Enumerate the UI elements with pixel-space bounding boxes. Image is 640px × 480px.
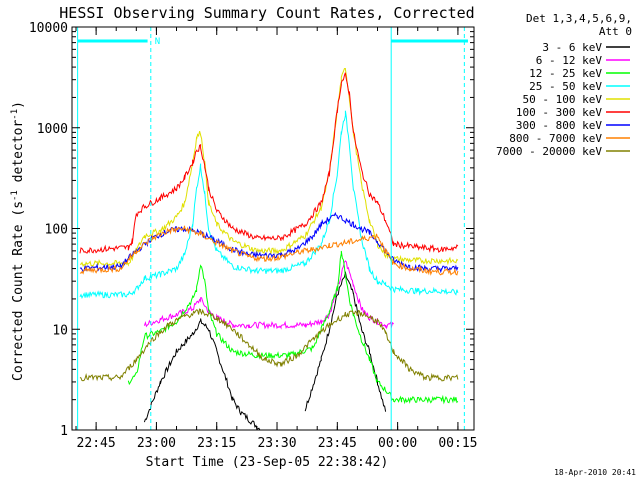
legend-entry: 3 - 6 keV xyxy=(542,41,630,54)
legend-label: 7000 - 20000 keV xyxy=(496,145,602,158)
chart-title: HESSI Observing Summary Count Rates, Cor… xyxy=(59,4,474,22)
x-tick-label: 23:00 xyxy=(137,436,176,451)
legend-entry: 50 - 100 keV xyxy=(523,93,630,106)
legend-label: 800 - 7000 keV xyxy=(509,132,602,145)
y-tick-label: 100 xyxy=(45,223,68,238)
series-1 xyxy=(143,271,387,431)
y-axis-label-sup-1: -1 xyxy=(10,190,20,201)
axes: 1 10 100 1000 10000 22:45 23:00 23:15 23:30 23:45… xyxy=(29,21,478,451)
x-tick-label: 22:45 xyxy=(77,436,116,451)
legend-label: 100 - 300 keV xyxy=(516,106,602,119)
legend-entry: 7000 - 20000 keV xyxy=(496,145,630,158)
series-4 xyxy=(79,110,459,299)
legend-entry: 100 - 300 keV xyxy=(516,106,630,119)
x-axis-label: Start Time (23-Sep-05 22:38:42) xyxy=(146,455,389,470)
footer-date: 18-Apr-2010 20:41 xyxy=(554,468,636,477)
y-tick-label: 1000 xyxy=(37,122,68,137)
series-7 xyxy=(79,211,459,274)
y-tick-label: 10000 xyxy=(29,21,68,36)
series-8 xyxy=(79,225,459,276)
series-3 xyxy=(127,250,459,405)
legend-label: 3 - 6 keV xyxy=(542,41,602,54)
series-2 xyxy=(143,259,394,330)
x-tick-label: 00:00 xyxy=(378,436,417,451)
series-line xyxy=(143,259,394,330)
series-layer xyxy=(79,67,459,431)
legend-entry: 300 - 800 keV xyxy=(516,119,630,132)
series-line xyxy=(79,225,459,276)
y-tick-label: 1 xyxy=(60,424,68,439)
y-axis-label-main: Corrected Count Rate (s xyxy=(11,201,26,381)
night-label: N xyxy=(155,37,160,47)
x-tick-label: 23:15 xyxy=(197,436,236,451)
legend-label: 6 - 12 keV xyxy=(536,54,603,67)
series-line xyxy=(127,250,459,405)
series-line xyxy=(79,308,459,382)
y-axis-label-mid: detector xyxy=(11,120,26,191)
legend-entry: 800 - 7000 keV xyxy=(509,132,630,145)
series-line xyxy=(143,271,387,431)
legend-header-line-1: Det 1,3,4,5,6,9, xyxy=(526,12,632,25)
legend-header-line-2: Att 0 xyxy=(599,25,632,38)
legend-label: 25 - 50 keV xyxy=(529,80,602,93)
series-line xyxy=(79,110,459,299)
x-tick-label: 23:30 xyxy=(257,436,296,451)
y-axis-label: Corrected Count Rate (s-1 detector-1) xyxy=(10,101,26,381)
night-markers: N xyxy=(77,27,468,430)
y-tick-label: 10 xyxy=(52,323,68,338)
legend-label: 50 - 100 keV xyxy=(523,93,603,106)
legend-entry: 12 - 25 keV xyxy=(529,67,630,80)
y-axis-label-sup-2: -1 xyxy=(10,109,20,120)
series-6 xyxy=(79,72,459,254)
plot-frame xyxy=(71,26,475,431)
legend-label: 300 - 800 keV xyxy=(516,119,602,132)
series-5 xyxy=(79,67,459,268)
legend-entry: 6 - 12 keV xyxy=(536,54,630,67)
series-line xyxy=(79,67,459,268)
legend-label: 12 - 25 keV xyxy=(529,67,602,80)
x-tick-label: 00:15 xyxy=(438,436,477,451)
legend-entry: 25 - 50 keV xyxy=(529,80,630,93)
series-line xyxy=(79,211,459,274)
x-tick-label: 23:45 xyxy=(318,436,357,451)
series-line xyxy=(79,72,459,254)
series-9 xyxy=(79,308,459,382)
y-axis-label-end: ) xyxy=(11,101,26,109)
